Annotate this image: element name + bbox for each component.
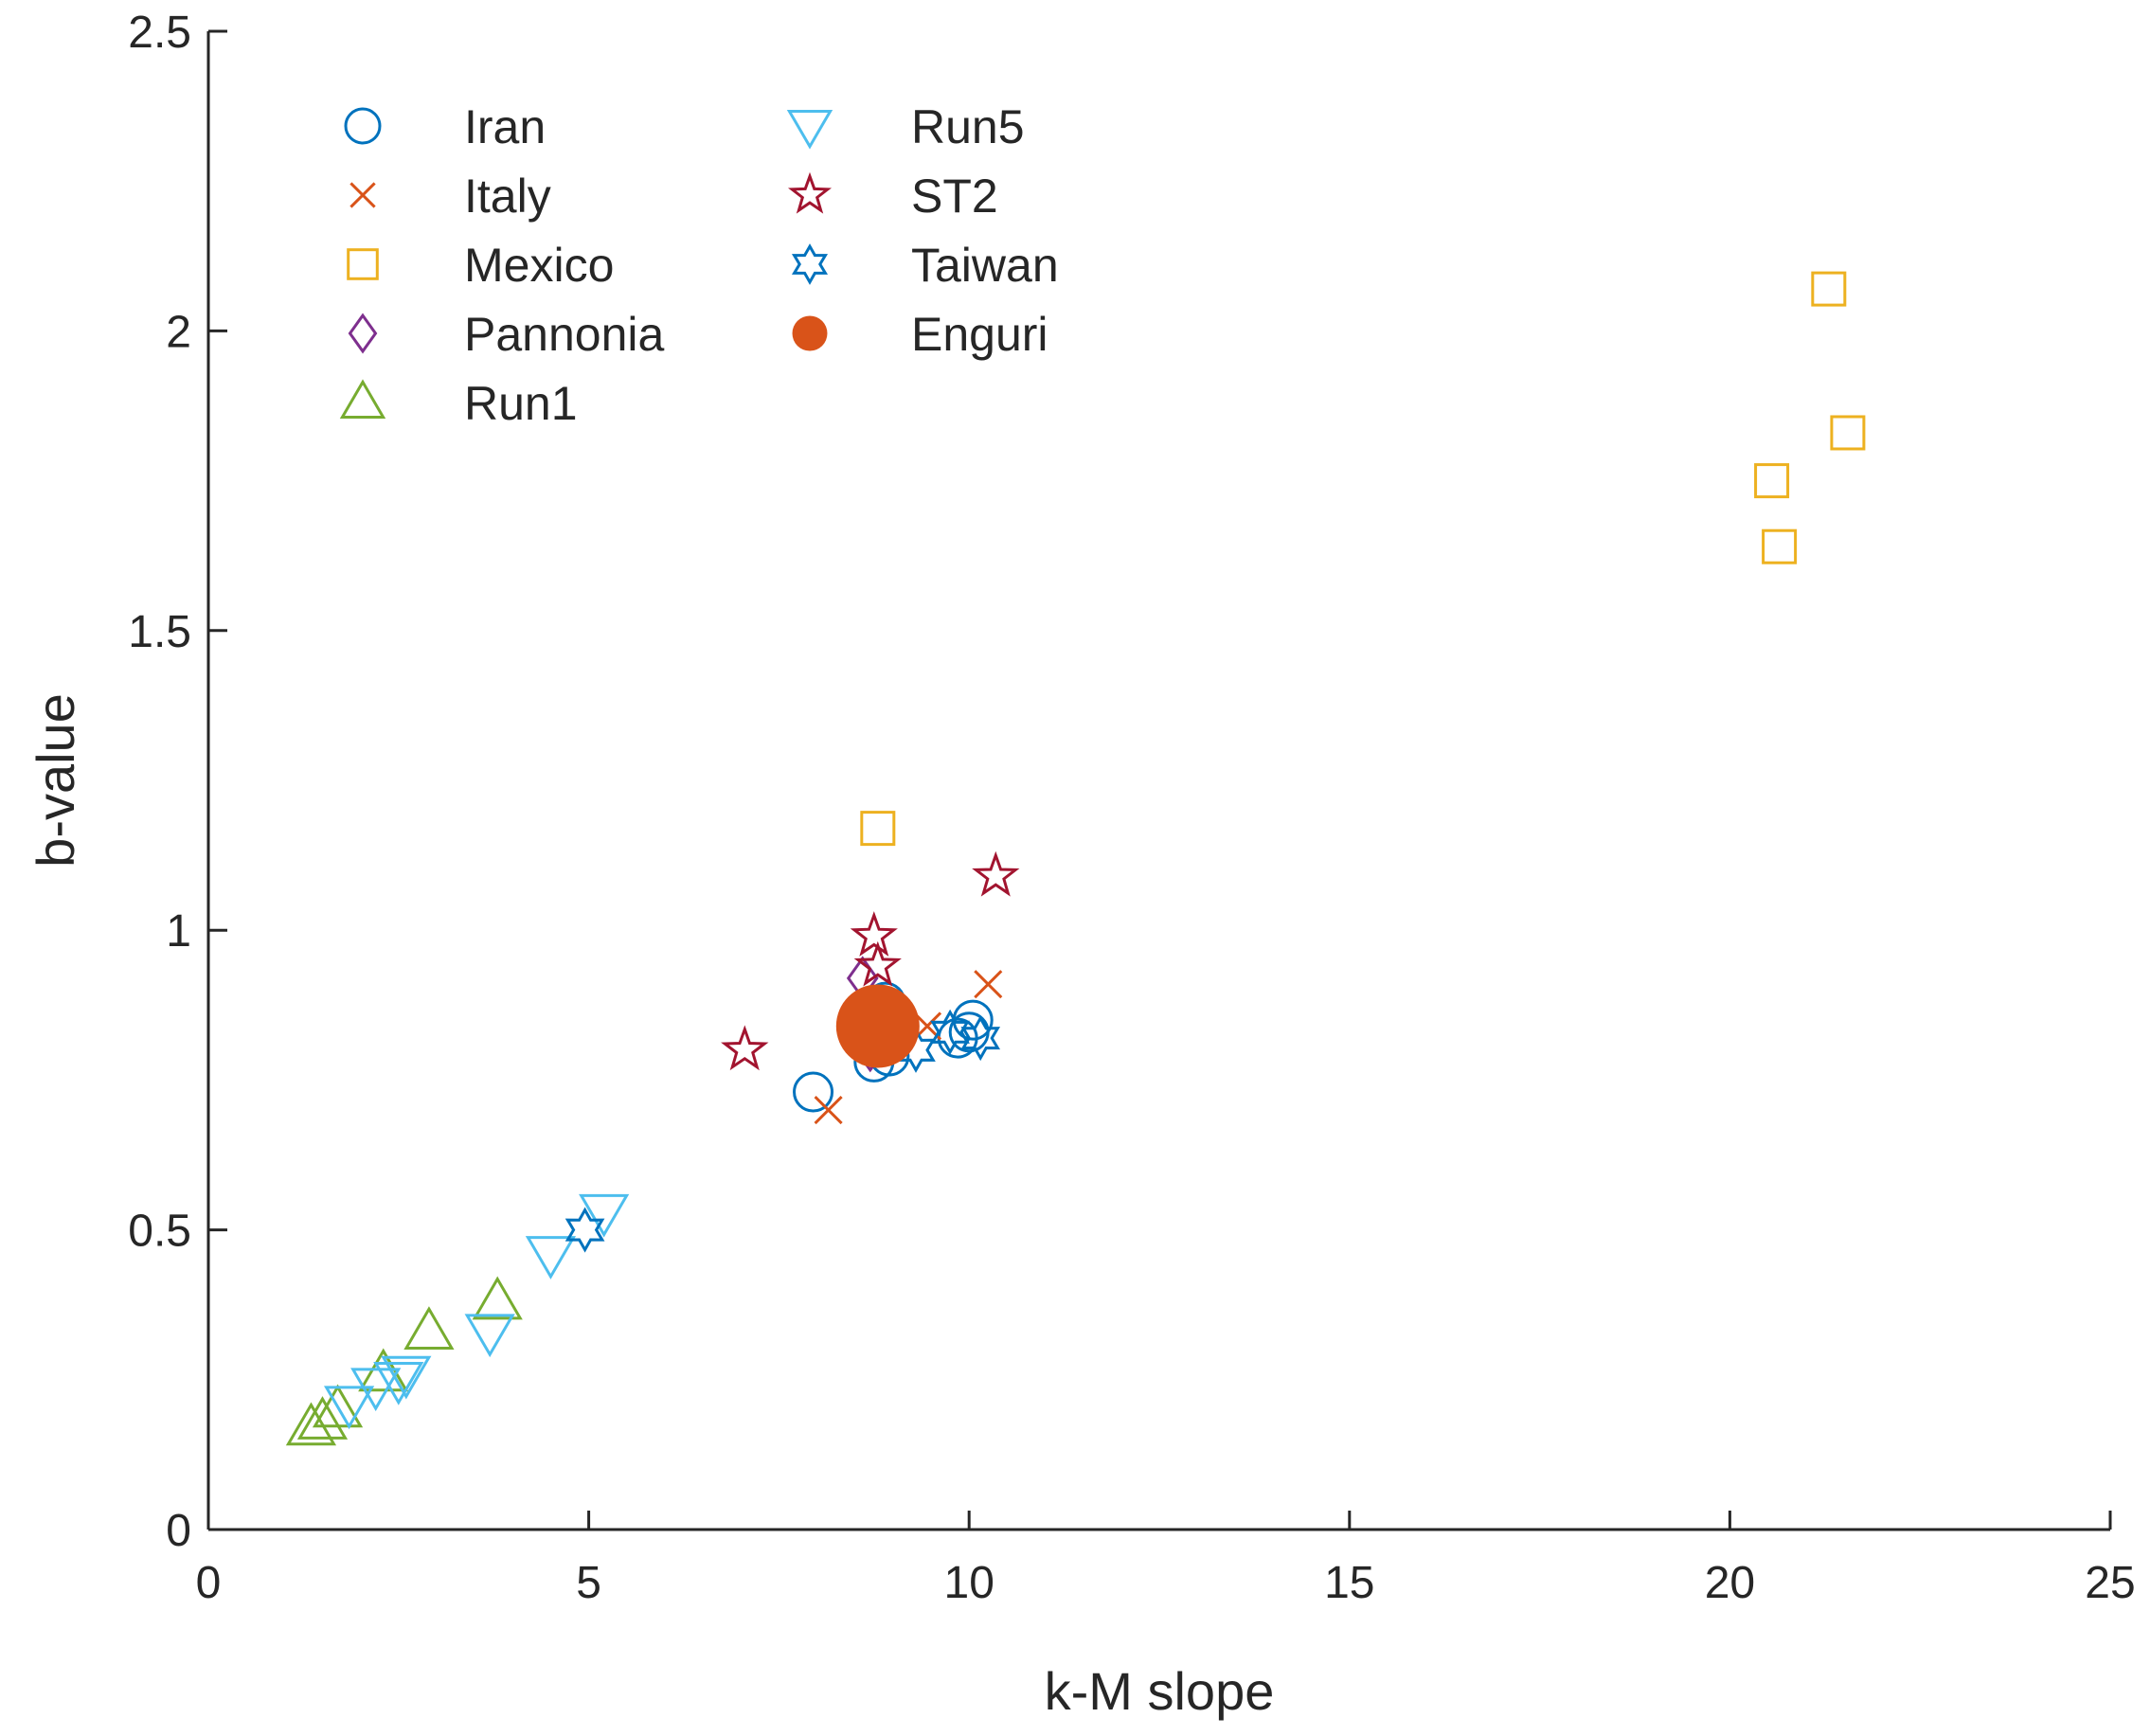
y-tick-label: 1 [166, 906, 191, 957]
legend-label-italy: Italy [464, 170, 551, 223]
run1-point [285, 1402, 337, 1446]
legend-marker-st2 [788, 171, 832, 214]
st2-point [972, 850, 1020, 897]
run5-point [381, 1355, 432, 1400]
run1-point [312, 1384, 364, 1428]
legend-marker-italy [349, 182, 376, 208]
legend-label-mexico: Mexico [464, 239, 614, 292]
st2-point [850, 911, 898, 957]
legend-marker-enguri [792, 315, 828, 351]
x-axis-label: k-M slope [1045, 1661, 1275, 1721]
run5-point [464, 1314, 515, 1358]
x-tick-label: 15 [1324, 1558, 1374, 1608]
x-tick-label: 10 [944, 1558, 994, 1608]
run1-point [296, 1396, 349, 1440]
italy-point [814, 1095, 843, 1125]
legend-marker-pannonia [348, 313, 378, 354]
legend-marker-iran [344, 107, 382, 145]
run5-point [579, 1193, 630, 1238]
x-tick-label: 25 [2085, 1558, 2135, 1608]
st2-point [853, 940, 902, 987]
mexico-point [1830, 415, 1866, 451]
mexico-point [1754, 463, 1790, 499]
plot-markers [285, 271, 1866, 1446]
run5-point [350, 1368, 402, 1412]
taiwan-point [564, 1207, 605, 1253]
legend-label-pannonia: Pannonia [464, 308, 664, 361]
run5-point [525, 1236, 577, 1280]
taiwan-point [960, 1015, 1001, 1062]
legend-marker-taiwan [791, 243, 829, 285]
italy-point [974, 970, 1003, 999]
legend-label-enguri: Enguri [911, 308, 1048, 361]
legend-label-run5: Run5 [911, 100, 1025, 153]
mexico-point [1811, 271, 1847, 307]
legend-marker-mexico [347, 248, 379, 280]
enguri-point [835, 984, 920, 1068]
legend-label-run1: Run1 [464, 377, 578, 430]
mexico-point [860, 811, 896, 847]
taiwan-point [930, 1009, 970, 1055]
run1-point [472, 1276, 523, 1320]
y-ticks: 0 0.5 1 1.5 2 2.5 [128, 8, 227, 1556]
y-tick-label: 2 [166, 307, 191, 357]
run5-point [373, 1362, 424, 1405]
legend-label-iran: Iran [464, 100, 546, 153]
iran-point [793, 1071, 834, 1113]
mexico-point [1762, 528, 1798, 564]
legend-marker-run5 [786, 109, 833, 150]
y-axis-label: b-value [26, 693, 85, 868]
legend-label-taiwan: Taiwan [911, 239, 1059, 292]
axes [206, 31, 2110, 1531]
y-tick-label: 2.5 [128, 8, 191, 58]
y-tick-label: 1.5 [128, 607, 191, 657]
y-tick-label: 0.5 [128, 1207, 191, 1257]
x-tick-label: 20 [1705, 1558, 1755, 1608]
st2-point [721, 1025, 769, 1071]
run1-point [403, 1306, 455, 1350]
x-ticks: 0 5 10 15 20 25 [196, 1511, 2136, 1608]
legend-label-st2: ST2 [911, 170, 998, 223]
x-tick-label: 5 [576, 1558, 601, 1608]
run5-point [323, 1386, 375, 1430]
y-tick-label: 0 [166, 1506, 191, 1556]
legend: Iran Italy Mexico Pannonia Run1 Run5 ST2 Taiwan… [339, 100, 1059, 430]
legend-marker-run1 [339, 379, 386, 420]
x-tick-label: 0 [196, 1558, 222, 1608]
